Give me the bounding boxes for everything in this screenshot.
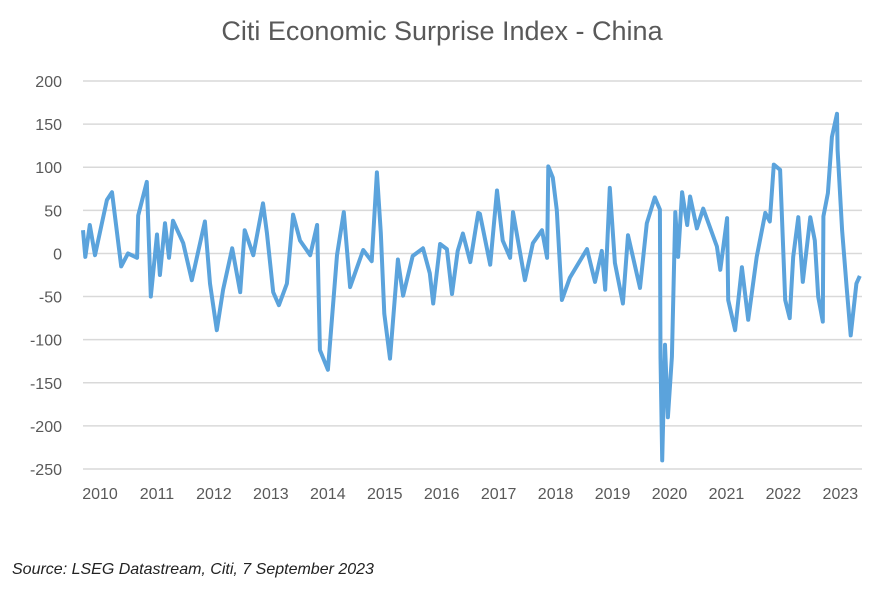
x-tick-label: 2012	[196, 486, 232, 503]
y-tick-label: -100	[30, 333, 62, 350]
x-tick-label: 2021	[709, 486, 745, 503]
y-tick-label: 100	[35, 160, 62, 177]
source-note: Source: LSEG Datastream, Citi, 7 Septemb…	[12, 561, 374, 578]
y-tick-label: 200	[35, 74, 62, 91]
x-tick-label: 2014	[310, 486, 346, 503]
y-tick-label: -200	[30, 419, 62, 436]
x-tick-label: 2019	[595, 486, 631, 503]
y-tick-label: -150	[30, 376, 62, 393]
chart-title: Citi Economic Surprise Index - China	[221, 16, 663, 46]
x-tick-label: 2013	[253, 486, 289, 503]
x-tick-labels: 2010 2011 2012 2013 2014 2015 2016 2017 2018 2019…	[82, 486, 858, 503]
x-tick-label: 2011	[140, 486, 175, 503]
x-tick-label: 2018	[538, 486, 574, 503]
x-tick-label: 2017	[481, 486, 517, 503]
x-tick-label: 2010	[82, 486, 118, 503]
x-tick-label: 2020	[652, 486, 688, 503]
x-tick-label: 2015	[367, 486, 403, 503]
gridlines	[83, 80, 862, 470]
x-tick-label: 2016	[424, 486, 460, 503]
x-tick-label: 2023	[823, 486, 859, 503]
y-tick-label: -250	[30, 462, 62, 479]
y-tick-label: 50	[44, 203, 62, 220]
x-tick-label: 2022	[766, 486, 802, 503]
series-lines	[81, 111, 862, 463]
y-tick-label: 0	[53, 246, 62, 263]
y-tick-label: 150	[35, 117, 62, 134]
y-tick-labels: 200 150 100 50 0 -50 -100 -150 -200 -250	[30, 74, 62, 479]
series-line	[81, 111, 862, 463]
y-tick-label: -50	[39, 290, 62, 307]
